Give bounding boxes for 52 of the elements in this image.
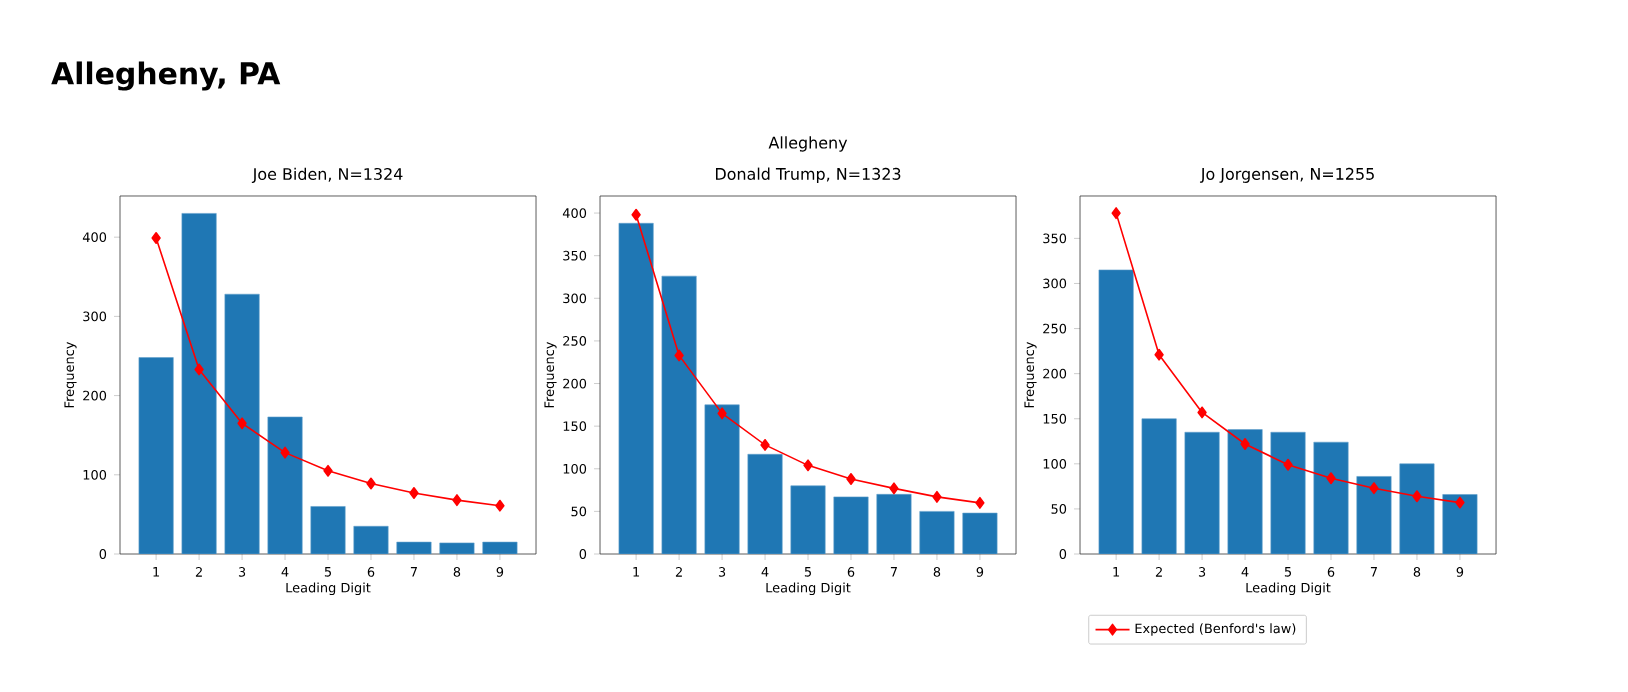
bar	[267, 416, 303, 554]
point	[760, 438, 770, 451]
point	[366, 477, 376, 490]
point	[1369, 482, 1379, 495]
point	[1455, 496, 1465, 509]
bar	[353, 526, 389, 554]
bar	[618, 223, 654, 554]
bar	[833, 496, 869, 554]
point	[323, 464, 333, 477]
point	[409, 487, 419, 499]
point	[194, 363, 204, 376]
point	[1326, 472, 1336, 485]
bar	[1184, 432, 1220, 554]
point	[1111, 207, 1121, 220]
bar	[1270, 432, 1306, 554]
point	[803, 459, 813, 472]
point	[846, 473, 856, 485]
point	[1283, 458, 1293, 471]
point	[932, 490, 942, 503]
bar	[704, 404, 740, 554]
point	[495, 499, 505, 512]
point	[674, 349, 684, 362]
bar	[1442, 494, 1478, 554]
point	[452, 494, 462, 507]
point	[280, 446, 290, 459]
bar	[1141, 418, 1177, 554]
point	[1240, 438, 1250, 450]
bar	[224, 294, 260, 554]
point	[1197, 406, 1207, 419]
bar	[919, 511, 955, 554]
bar	[181, 213, 217, 554]
bar	[1313, 442, 1349, 554]
bar	[1399, 463, 1435, 554]
bar	[310, 506, 346, 554]
bar	[876, 494, 912, 554]
point	[1154, 348, 1164, 361]
text: Allegheny, PA	[51, 61, 281, 91]
point	[631, 208, 641, 221]
bar	[1356, 476, 1392, 554]
bar	[962, 512, 998, 554]
bar	[661, 276, 697, 554]
bar	[747, 454, 783, 554]
bar	[790, 485, 826, 554]
point	[151, 231, 161, 244]
bar	[1098, 269, 1134, 554]
point	[889, 482, 899, 495]
point	[975, 496, 985, 509]
point	[1412, 490, 1422, 503]
point	[237, 417, 247, 430]
bar	[138, 357, 174, 554]
bar	[1227, 429, 1263, 554]
point	[717, 407, 727, 420]
